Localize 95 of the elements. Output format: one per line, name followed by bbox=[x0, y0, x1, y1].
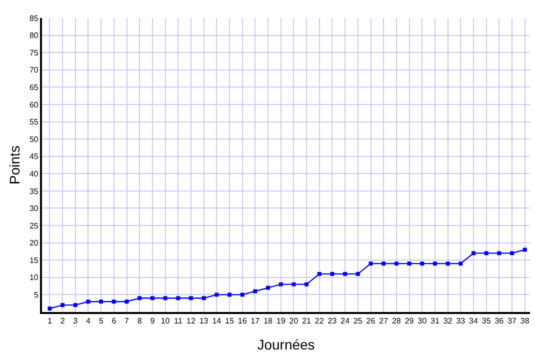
point bbox=[266, 286, 270, 290]
point bbox=[317, 272, 322, 276]
x-tick-label: 21 bbox=[302, 316, 312, 326]
x-tick-label: 10 bbox=[160, 316, 170, 326]
x-tick-label: 31 bbox=[430, 316, 440, 326]
y-tick-label: 65 bbox=[29, 82, 39, 92]
point bbox=[124, 300, 129, 304]
point bbox=[471, 251, 476, 256]
x-tick-label: 34 bbox=[469, 316, 478, 326]
point bbox=[292, 282, 296, 286]
point bbox=[343, 272, 348, 276]
y-tick-label: 75 bbox=[29, 48, 39, 58]
point bbox=[407, 262, 412, 266]
y-tick-label: 45 bbox=[29, 152, 39, 162]
point bbox=[330, 272, 334, 276]
x-tick-label: 1 bbox=[47, 316, 52, 326]
point bbox=[278, 282, 283, 286]
x-tick-label: 33 bbox=[456, 316, 466, 326]
x-tick-label: 20 bbox=[289, 316, 299, 326]
x-tick-label: 16 bbox=[238, 316, 248, 326]
point bbox=[112, 300, 116, 304]
point bbox=[188, 296, 193, 300]
y-tick-label: 15 bbox=[29, 256, 39, 265]
point bbox=[176, 296, 180, 300]
y-tick-label: 50 bbox=[29, 134, 39, 144]
y-tick-label: 70 bbox=[29, 66, 39, 75]
x-tick-label: 36 bbox=[494, 316, 504, 326]
y-axis-title: Points bbox=[6, 146, 23, 184]
x-tick-label: 22 bbox=[314, 316, 324, 326]
point bbox=[150, 296, 154, 300]
x-tick-label: 5 bbox=[98, 316, 104, 326]
x-tick-label: 13 bbox=[199, 316, 209, 326]
x-tick-label: 4 bbox=[86, 316, 92, 326]
y-tick-label: 40 bbox=[29, 169, 39, 178]
x-tick-label: 8 bbox=[137, 316, 142, 326]
point bbox=[227, 292, 232, 297]
y-tick-label: 5 bbox=[34, 290, 39, 300]
x-tick-label: 9 bbox=[150, 316, 156, 326]
point bbox=[432, 262, 437, 266]
point bbox=[420, 262, 424, 266]
point bbox=[240, 292, 244, 297]
y-tick-label: 85 bbox=[29, 14, 39, 23]
x-tick-label: 17 bbox=[250, 316, 260, 326]
point bbox=[48, 306, 52, 311]
point bbox=[484, 251, 488, 256]
point bbox=[73, 303, 78, 308]
point bbox=[86, 300, 90, 304]
point bbox=[304, 282, 309, 286]
x-tick-label: 18 bbox=[264, 316, 274, 326]
x-tick-label: 23 bbox=[328, 316, 338, 326]
x-tick-label: 7 bbox=[124, 316, 130, 326]
x-tick-label: 28 bbox=[392, 316, 402, 326]
x-tick-label: 11 bbox=[174, 316, 183, 326]
point bbox=[394, 262, 398, 266]
point bbox=[138, 296, 142, 300]
x-tick-label: 30 bbox=[418, 316, 428, 326]
x-tick-label: 3 bbox=[73, 316, 78, 326]
y-tick-label: 20 bbox=[29, 238, 39, 248]
x-tick-label: 14 bbox=[212, 316, 222, 326]
x-tick-label: 25 bbox=[353, 316, 363, 326]
x-tick-label: 32 bbox=[443, 316, 453, 326]
point bbox=[163, 296, 168, 300]
x-tick-label: 2 bbox=[60, 316, 66, 326]
y-tick-label: 30 bbox=[29, 204, 39, 214]
x-tick-label: 12 bbox=[186, 316, 196, 326]
y-tick-label: 35 bbox=[29, 186, 39, 196]
x-tick-label: 15 bbox=[225, 316, 234, 326]
point bbox=[382, 262, 386, 266]
y-tick-label: 55 bbox=[29, 118, 39, 127]
x-tick-label: 27 bbox=[379, 316, 389, 326]
point bbox=[522, 248, 527, 252]
point bbox=[202, 296, 206, 300]
point bbox=[458, 262, 463, 266]
point bbox=[253, 289, 258, 294]
x-tick-label: 24 bbox=[340, 316, 350, 326]
x-tick-label: 26 bbox=[366, 316, 376, 326]
x-tick-label: 35 bbox=[482, 316, 492, 326]
point bbox=[368, 262, 373, 266]
y-tick-label: 10 bbox=[29, 273, 39, 282]
point bbox=[356, 272, 360, 276]
y-tick-label: 25 bbox=[29, 221, 39, 230]
point bbox=[497, 251, 502, 256]
point bbox=[214, 292, 219, 297]
point bbox=[60, 303, 65, 308]
x-tick-label: 37 bbox=[508, 316, 518, 326]
point bbox=[99, 300, 104, 304]
point bbox=[510, 251, 514, 256]
y-tick-label: 80 bbox=[29, 31, 39, 40]
y-tick-label: 60 bbox=[29, 100, 39, 110]
x-axis-title: Journées bbox=[257, 336, 315, 352]
x-tick-label: 6 bbox=[112, 316, 117, 326]
x-tick-label: 29 bbox=[404, 316, 414, 326]
x-tick-label: 38 bbox=[520, 316, 530, 326]
x-tick-label: 19 bbox=[276, 316, 286, 326]
point bbox=[446, 262, 450, 266]
